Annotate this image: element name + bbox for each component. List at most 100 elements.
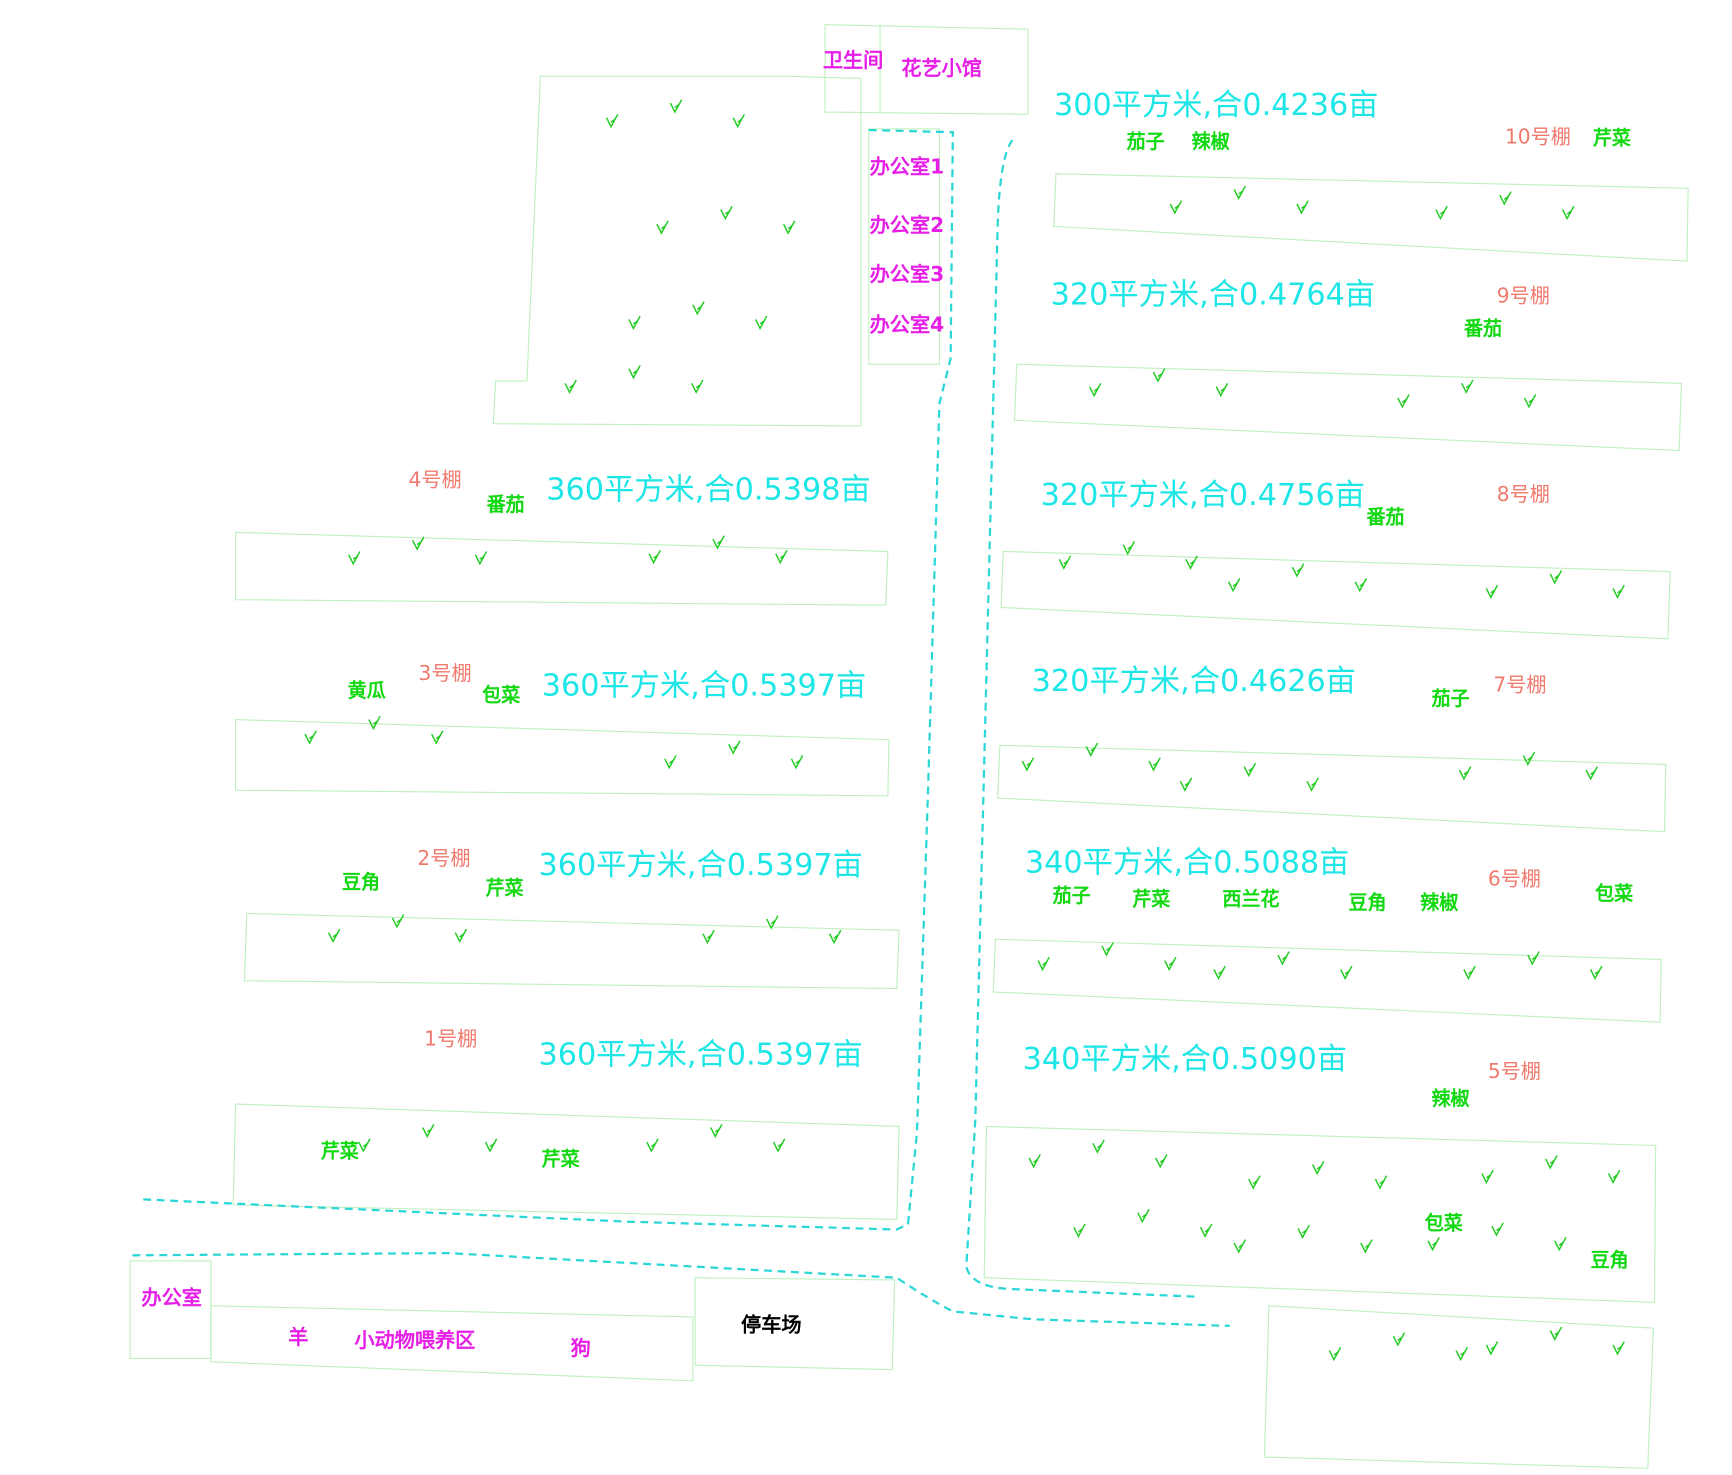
plant-symbol bbox=[474, 551, 488, 566]
plant-symbol bbox=[1088, 382, 1102, 398]
crop-label: 芹菜 bbox=[1593, 126, 1632, 149]
plant-symbol bbox=[431, 730, 444, 745]
plot bbox=[983, 1125, 1657, 1303]
flower-shop-label: 花艺小馆 bbox=[901, 56, 982, 80]
plant-symbol bbox=[1155, 1154, 1168, 1169]
crop-label: 番茄 bbox=[486, 493, 525, 516]
plant-symbol bbox=[775, 549, 788, 565]
plant-symbol bbox=[790, 755, 804, 770]
office-label: 办公室4 bbox=[870, 313, 945, 337]
plant-symbol bbox=[1554, 1237, 1567, 1252]
plant-symbol bbox=[664, 755, 677, 770]
plant-symbol bbox=[656, 220, 669, 235]
greenhouse-area: 300平方米,合0.4236亩 bbox=[1054, 88, 1378, 123]
crop-label: 西兰花 bbox=[1222, 888, 1279, 911]
greenhouse-name: 3号棚 bbox=[419, 661, 472, 685]
plant-symbol bbox=[1137, 1209, 1150, 1224]
plant-symbol bbox=[1306, 777, 1319, 792]
greenhouse-area: 360平方米,合0.5397亩 bbox=[538, 848, 862, 883]
plot bbox=[243, 912, 900, 990]
plant-symbol bbox=[782, 220, 796, 235]
plant-symbol bbox=[1169, 200, 1183, 215]
greenhouse-name: 7号棚 bbox=[1493, 672, 1546, 696]
plant-symbol bbox=[1164, 956, 1177, 972]
plant-symbol bbox=[1354, 577, 1368, 593]
plant-symbol bbox=[1085, 742, 1099, 758]
plot bbox=[1053, 173, 1689, 262]
plant-symbol bbox=[710, 1123, 723, 1139]
office-label: 办公室3 bbox=[870, 262, 945, 286]
dog-label: 狗 bbox=[571, 1336, 591, 1360]
plant-symbol bbox=[1481, 1169, 1494, 1185]
plant-symbol bbox=[628, 315, 641, 330]
plant-symbol bbox=[1360, 1239, 1373, 1254]
crop-label: 芹菜 bbox=[485, 876, 524, 899]
plot bbox=[232, 1103, 900, 1221]
plant-symbol bbox=[348, 551, 361, 566]
plant-symbol bbox=[828, 929, 842, 945]
plant-symbol bbox=[454, 928, 468, 944]
plant-symbol bbox=[1392, 1332, 1406, 1347]
greenhouse-area: 320平方米,合0.4756亩 bbox=[1041, 478, 1365, 513]
plant-symbol bbox=[1527, 951, 1540, 966]
plant-symbol bbox=[1397, 394, 1410, 409]
greenhouse-name: 9号棚 bbox=[1497, 284, 1550, 308]
plant-symbol bbox=[411, 536, 425, 551]
crop-label: 芹菜 bbox=[321, 1140, 360, 1163]
greenhouse-area: 320平方米,合0.4626亩 bbox=[1032, 664, 1356, 699]
greenhouse-area: 340平方米,合0.5090亩 bbox=[1023, 1042, 1347, 1077]
plot bbox=[1263, 1305, 1654, 1469]
plant-symbol bbox=[1612, 1341, 1625, 1356]
plant-symbol bbox=[1021, 757, 1035, 772]
plant-symbol bbox=[1435, 205, 1448, 221]
plant-symbol bbox=[1243, 762, 1257, 778]
plant-symbol bbox=[1522, 751, 1536, 766]
crop-label: 芹菜 bbox=[1132, 888, 1171, 911]
plant-symbol bbox=[605, 113, 619, 129]
plant-symbol bbox=[692, 301, 705, 316]
plant-symbol bbox=[1296, 200, 1309, 215]
plant-symbol bbox=[732, 113, 746, 129]
plant-symbol bbox=[1179, 777, 1193, 792]
plant-symbol bbox=[1311, 1160, 1325, 1176]
crop-label: 辣椒 bbox=[1431, 1087, 1470, 1110]
plant-symbol bbox=[1028, 1154, 1041, 1169]
road bbox=[132, 1251, 1230, 1328]
plant-symbol bbox=[772, 1138, 786, 1153]
plant-symbol bbox=[766, 915, 779, 930]
plant-symbol bbox=[1199, 1223, 1213, 1238]
plant-symbol bbox=[720, 205, 733, 221]
plant-symbol bbox=[422, 1123, 435, 1139]
crop-label: 豆角 bbox=[1349, 891, 1387, 914]
plot bbox=[1000, 550, 1671, 640]
plant-symbol bbox=[1073, 1223, 1086, 1238]
greenhouse-area: 360平方米,合0.5397亩 bbox=[542, 669, 866, 704]
animal-area-label: 小动物喂养区 bbox=[354, 1328, 475, 1352]
greenhouse-name: 4号棚 bbox=[408, 467, 461, 491]
crop-label: 包菜 bbox=[1425, 1211, 1464, 1234]
plant-symbol bbox=[1233, 185, 1247, 200]
plot bbox=[997, 744, 1667, 833]
plant-symbol bbox=[1455, 1346, 1468, 1362]
crop-label: 辣椒 bbox=[1420, 891, 1459, 914]
plant-symbol bbox=[1037, 956, 1050, 972]
building bbox=[868, 128, 940, 365]
plant-symbol bbox=[1248, 1175, 1261, 1190]
toilet-label: 卫生间 bbox=[823, 48, 883, 72]
office-label: 办公室1 bbox=[870, 155, 945, 179]
plant-symbol bbox=[1561, 205, 1575, 221]
greenhouse-area: 360平方米,合0.5398亩 bbox=[546, 472, 870, 507]
plant-symbol bbox=[712, 535, 725, 550]
plots bbox=[129, 24, 1689, 1469]
crop-label: 黄瓜 bbox=[348, 679, 386, 702]
plant-symbol bbox=[564, 379, 577, 394]
plant-symbol bbox=[358, 1138, 371, 1153]
plant-symbol bbox=[1213, 965, 1226, 981]
crop-label: 茄子 bbox=[1431, 687, 1469, 710]
plant-symbol bbox=[1585, 766, 1598, 781]
plant-symbol bbox=[1523, 394, 1537, 409]
plant-symbol bbox=[327, 928, 341, 944]
plot bbox=[492, 75, 862, 427]
building bbox=[210, 1305, 694, 1382]
